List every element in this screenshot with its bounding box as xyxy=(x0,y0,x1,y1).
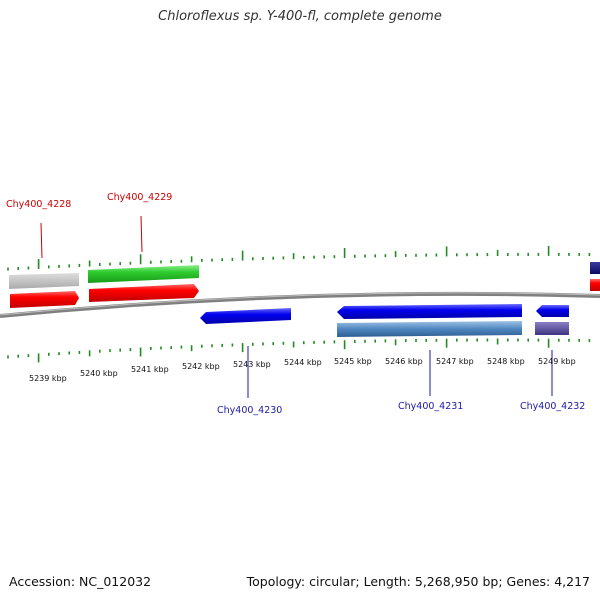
scale-label: 5239 kbp xyxy=(29,374,67,383)
gene-label-chy400-4229[interactable]: Chy400_4229 xyxy=(107,192,172,203)
gene-chy400-4230-arrow[interactable] xyxy=(200,308,291,324)
topology-summary: Topology: circular; Length: 5,268,950 bp… xyxy=(246,574,590,589)
scale-label: 5244 kbp xyxy=(284,358,322,367)
gene-chy400-4231-arrow[interactable] xyxy=(337,304,522,319)
offscreen-navy-feature[interactable] xyxy=(590,262,600,274)
gene-label-chy400-4230[interactable]: Chy400_4230 xyxy=(217,405,282,416)
scale-label: 5242 kbp xyxy=(182,362,220,371)
scale-labels: 5239 kbp 5240 kbp 5241 kbp 5242 kbp 5243… xyxy=(29,357,576,383)
gene-chy400-4232-purple-box[interactable] xyxy=(535,322,569,335)
gene-chy400-4232-arrow[interactable] xyxy=(536,305,569,317)
accession-label: Accession: NC_012032 xyxy=(9,574,152,589)
gene-chy400-4229-green-box[interactable] xyxy=(88,265,199,283)
scale-label: 5243 kbp xyxy=(233,360,271,369)
gene-chy400-4231-steel-box[interactable] xyxy=(337,321,522,337)
genome-backbone-highlight xyxy=(0,292,600,316)
outer-tick-ring xyxy=(7,245,591,271)
gene-label-chy400-4231[interactable]: Chy400_4231 xyxy=(398,401,463,412)
scale-label: 5248 kbp xyxy=(487,357,525,366)
scale-label: 5249 kbp xyxy=(538,357,576,366)
scale-label: 5240 kbp xyxy=(80,369,118,378)
scale-label: 5245 kbp xyxy=(334,357,372,366)
gene-chy400-4228-grey-box[interactable] xyxy=(9,273,79,289)
gene-chy400-4229-arrow[interactable] xyxy=(89,284,199,302)
inner-tick-ring xyxy=(7,338,591,363)
offscreen-red-feature[interactable] xyxy=(590,279,600,291)
gene-label-chy400-4228[interactable]: Chy400_4228 xyxy=(6,199,71,210)
scale-label: 5241 kbp xyxy=(131,365,169,374)
leader-line-4228 xyxy=(40,222,43,259)
genome-backbone xyxy=(0,291,600,318)
gene-chy400-4228-arrow[interactable] xyxy=(10,291,79,308)
gene-label-chy400-4232[interactable]: Chy400_4232 xyxy=(520,401,585,412)
scale-label: 5247 kbp xyxy=(436,357,474,366)
leader-line-4229 xyxy=(140,215,143,253)
scale-label: 5246 kbp xyxy=(385,357,423,366)
map-title: Chloroflexus sp. Y-400-fl, complete geno… xyxy=(158,9,442,24)
